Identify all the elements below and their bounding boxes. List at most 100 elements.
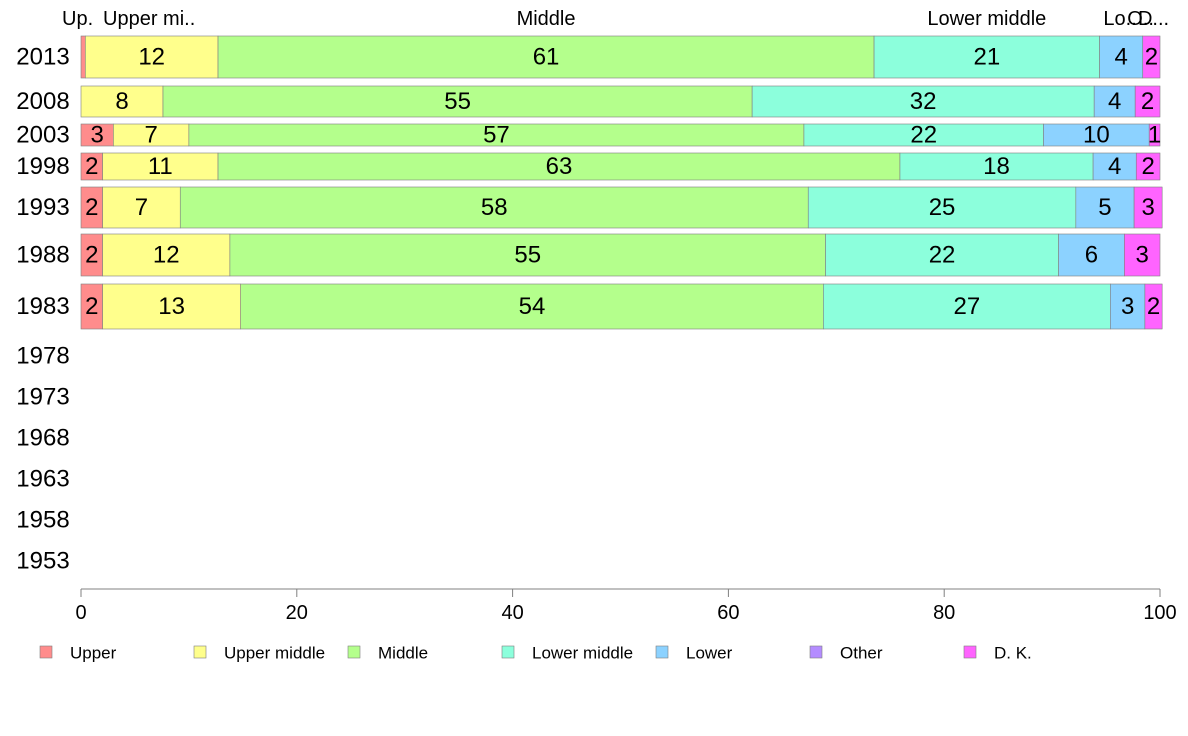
bar-segment [1144, 283, 1163, 330]
data-label: 2 [85, 293, 98, 320]
column-header: Lower middle [927, 8, 1046, 30]
y-tick-label: 1973 [16, 384, 69, 411]
data-label: 2 [85, 194, 98, 221]
data-label: 3 [1136, 242, 1149, 269]
bar-segment [85, 35, 219, 79]
bar-segment [823, 283, 1111, 330]
y-tick-label: 1998 [16, 153, 69, 180]
data-label: 25 [929, 194, 956, 221]
data-label: 22 [910, 122, 937, 149]
data-label: 2 [85, 242, 98, 269]
bar-segment [162, 85, 753, 118]
legend-swatch [963, 645, 977, 659]
y-tick-label: 1993 [16, 194, 69, 221]
x-tick-label: 20 [286, 602, 308, 624]
bar-segment [825, 233, 1059, 277]
y-tick-label: 1963 [16, 466, 69, 493]
data-label: 11 [148, 153, 173, 180]
bar-segment [1110, 283, 1146, 330]
bar-segment [1092, 152, 1137, 181]
data-label: 58 [481, 194, 508, 221]
legend-swatch [809, 645, 823, 659]
y-tick-label: 1978 [16, 343, 69, 370]
bar-segment [102, 152, 219, 181]
legend-swatch [193, 645, 207, 659]
column-header: D... [1138, 8, 1169, 30]
bar-segment [240, 283, 824, 330]
legend-label: Upper middle [224, 644, 325, 663]
data-label: 7 [135, 194, 148, 221]
data-label: 2 [85, 153, 98, 180]
column-header: Lo.. [1103, 8, 1136, 30]
x-axis: 0 20 40 60 80 100 [75, 588, 1177, 624]
data-label: 7 [144, 122, 157, 149]
legend: Upper Upper middle Middle Lower middle Lower… [39, 644, 1032, 663]
data-label: 3 [1141, 194, 1154, 221]
data-label: 2 [1147, 293, 1160, 320]
y-tick-label: 1968 [16, 425, 69, 452]
bar-segment [179, 186, 809, 229]
bar-segment [102, 233, 231, 277]
data-label: 18 [983, 153, 1010, 180]
top-labels: Up. Upper mi.. Middle Lower middle Lo..O..D.… [62, 8, 1169, 30]
bar-segment [1124, 233, 1161, 277]
x-tick-label: 80 [933, 602, 955, 624]
data-label: 5 [1098, 194, 1111, 221]
bar-segment [217, 152, 901, 181]
y-tick-label: 1983 [16, 293, 69, 320]
data-label: 10 [1083, 122, 1110, 149]
y-axis-labels: 2013 2008 2003 1998 1993 1988 1983 1978 1973 1968… [16, 44, 69, 575]
bar-segment [1135, 152, 1161, 181]
bar-segment [80, 85, 164, 118]
data-label: 32 [910, 88, 937, 115]
data-label: 6 [1085, 242, 1098, 269]
legend-label: Lower middle [532, 644, 633, 663]
data-label: 21 [973, 44, 1000, 71]
data-label: 13 [158, 293, 185, 320]
data-label: 4 [1114, 44, 1127, 71]
data-label: 4 [1108, 88, 1121, 115]
bar-segment [229, 233, 826, 277]
bar-segment [1133, 186, 1163, 229]
y-tick-label: 2008 [16, 88, 69, 115]
bar-segment [873, 35, 1100, 79]
data-label: 57 [483, 122, 510, 149]
data-label: 3 [91, 122, 104, 149]
bar-segment [1134, 85, 1161, 118]
x-tick-label: 0 [75, 602, 86, 624]
y-tick-label: 1958 [16, 507, 69, 534]
legend-label: Other [840, 644, 883, 663]
data-label: 22 [929, 242, 956, 269]
bar-segment [102, 283, 241, 330]
data-label: 55 [514, 242, 541, 269]
data-label: 12 [153, 242, 180, 269]
legend-swatch [39, 645, 53, 659]
data-label: 8 [115, 88, 128, 115]
column-header: Upper mi.. [103, 8, 195, 30]
x-tick-label: 40 [501, 602, 523, 624]
legend-label: Lower [686, 644, 733, 663]
data-label: 27 [954, 293, 981, 320]
legend-swatch [655, 645, 669, 659]
column-header: Up. [62, 8, 93, 30]
bar-segment [1058, 233, 1125, 277]
y-tick-label: 2003 [16, 122, 69, 149]
legend-swatch [347, 645, 361, 659]
bar-segment [1142, 35, 1161, 79]
legend-label: Upper [70, 644, 117, 663]
bar-segment [80, 35, 86, 79]
data-label: 2 [1141, 153, 1154, 180]
data-label: 2 [1141, 88, 1154, 115]
column-header: Middle [517, 8, 576, 30]
data-label: 12 [138, 44, 165, 71]
data-label: 2 [1145, 44, 1158, 71]
bar-segment [751, 85, 1095, 118]
bar-segment [1099, 35, 1144, 79]
y-tick-label: 2013 [16, 44, 69, 71]
y-tick-label: 1953 [16, 548, 69, 575]
data-label: 63 [546, 153, 573, 180]
data-label: 1 [1148, 122, 1161, 149]
legend-swatch [501, 645, 515, 659]
legend-label: D. K. [994, 644, 1032, 663]
